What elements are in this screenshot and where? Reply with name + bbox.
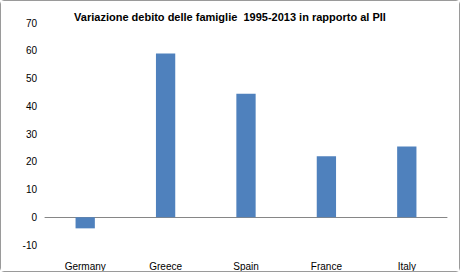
svg-text:70: 70 (26, 18, 38, 29)
svg-text:40: 40 (26, 101, 38, 112)
svg-text:60: 60 (26, 45, 38, 56)
svg-text:50: 50 (26, 73, 38, 84)
svg-text:France: France (311, 261, 343, 272)
svg-text:0: 0 (31, 212, 37, 223)
svg-text:30: 30 (26, 129, 38, 140)
svg-text:Germany: Germany (65, 261, 106, 272)
svg-text:20: 20 (26, 156, 38, 167)
svg-text:Variazione debito delle famigl: Variazione debito delle famiglie 1995-20… (74, 11, 386, 23)
svg-text:-10: -10 (23, 240, 38, 251)
svg-text:Spain: Spain (233, 261, 259, 272)
svg-text:10: 10 (26, 184, 38, 195)
svg-text:Italy: Italy (398, 261, 416, 272)
svg-text:Greece: Greece (149, 261, 182, 272)
